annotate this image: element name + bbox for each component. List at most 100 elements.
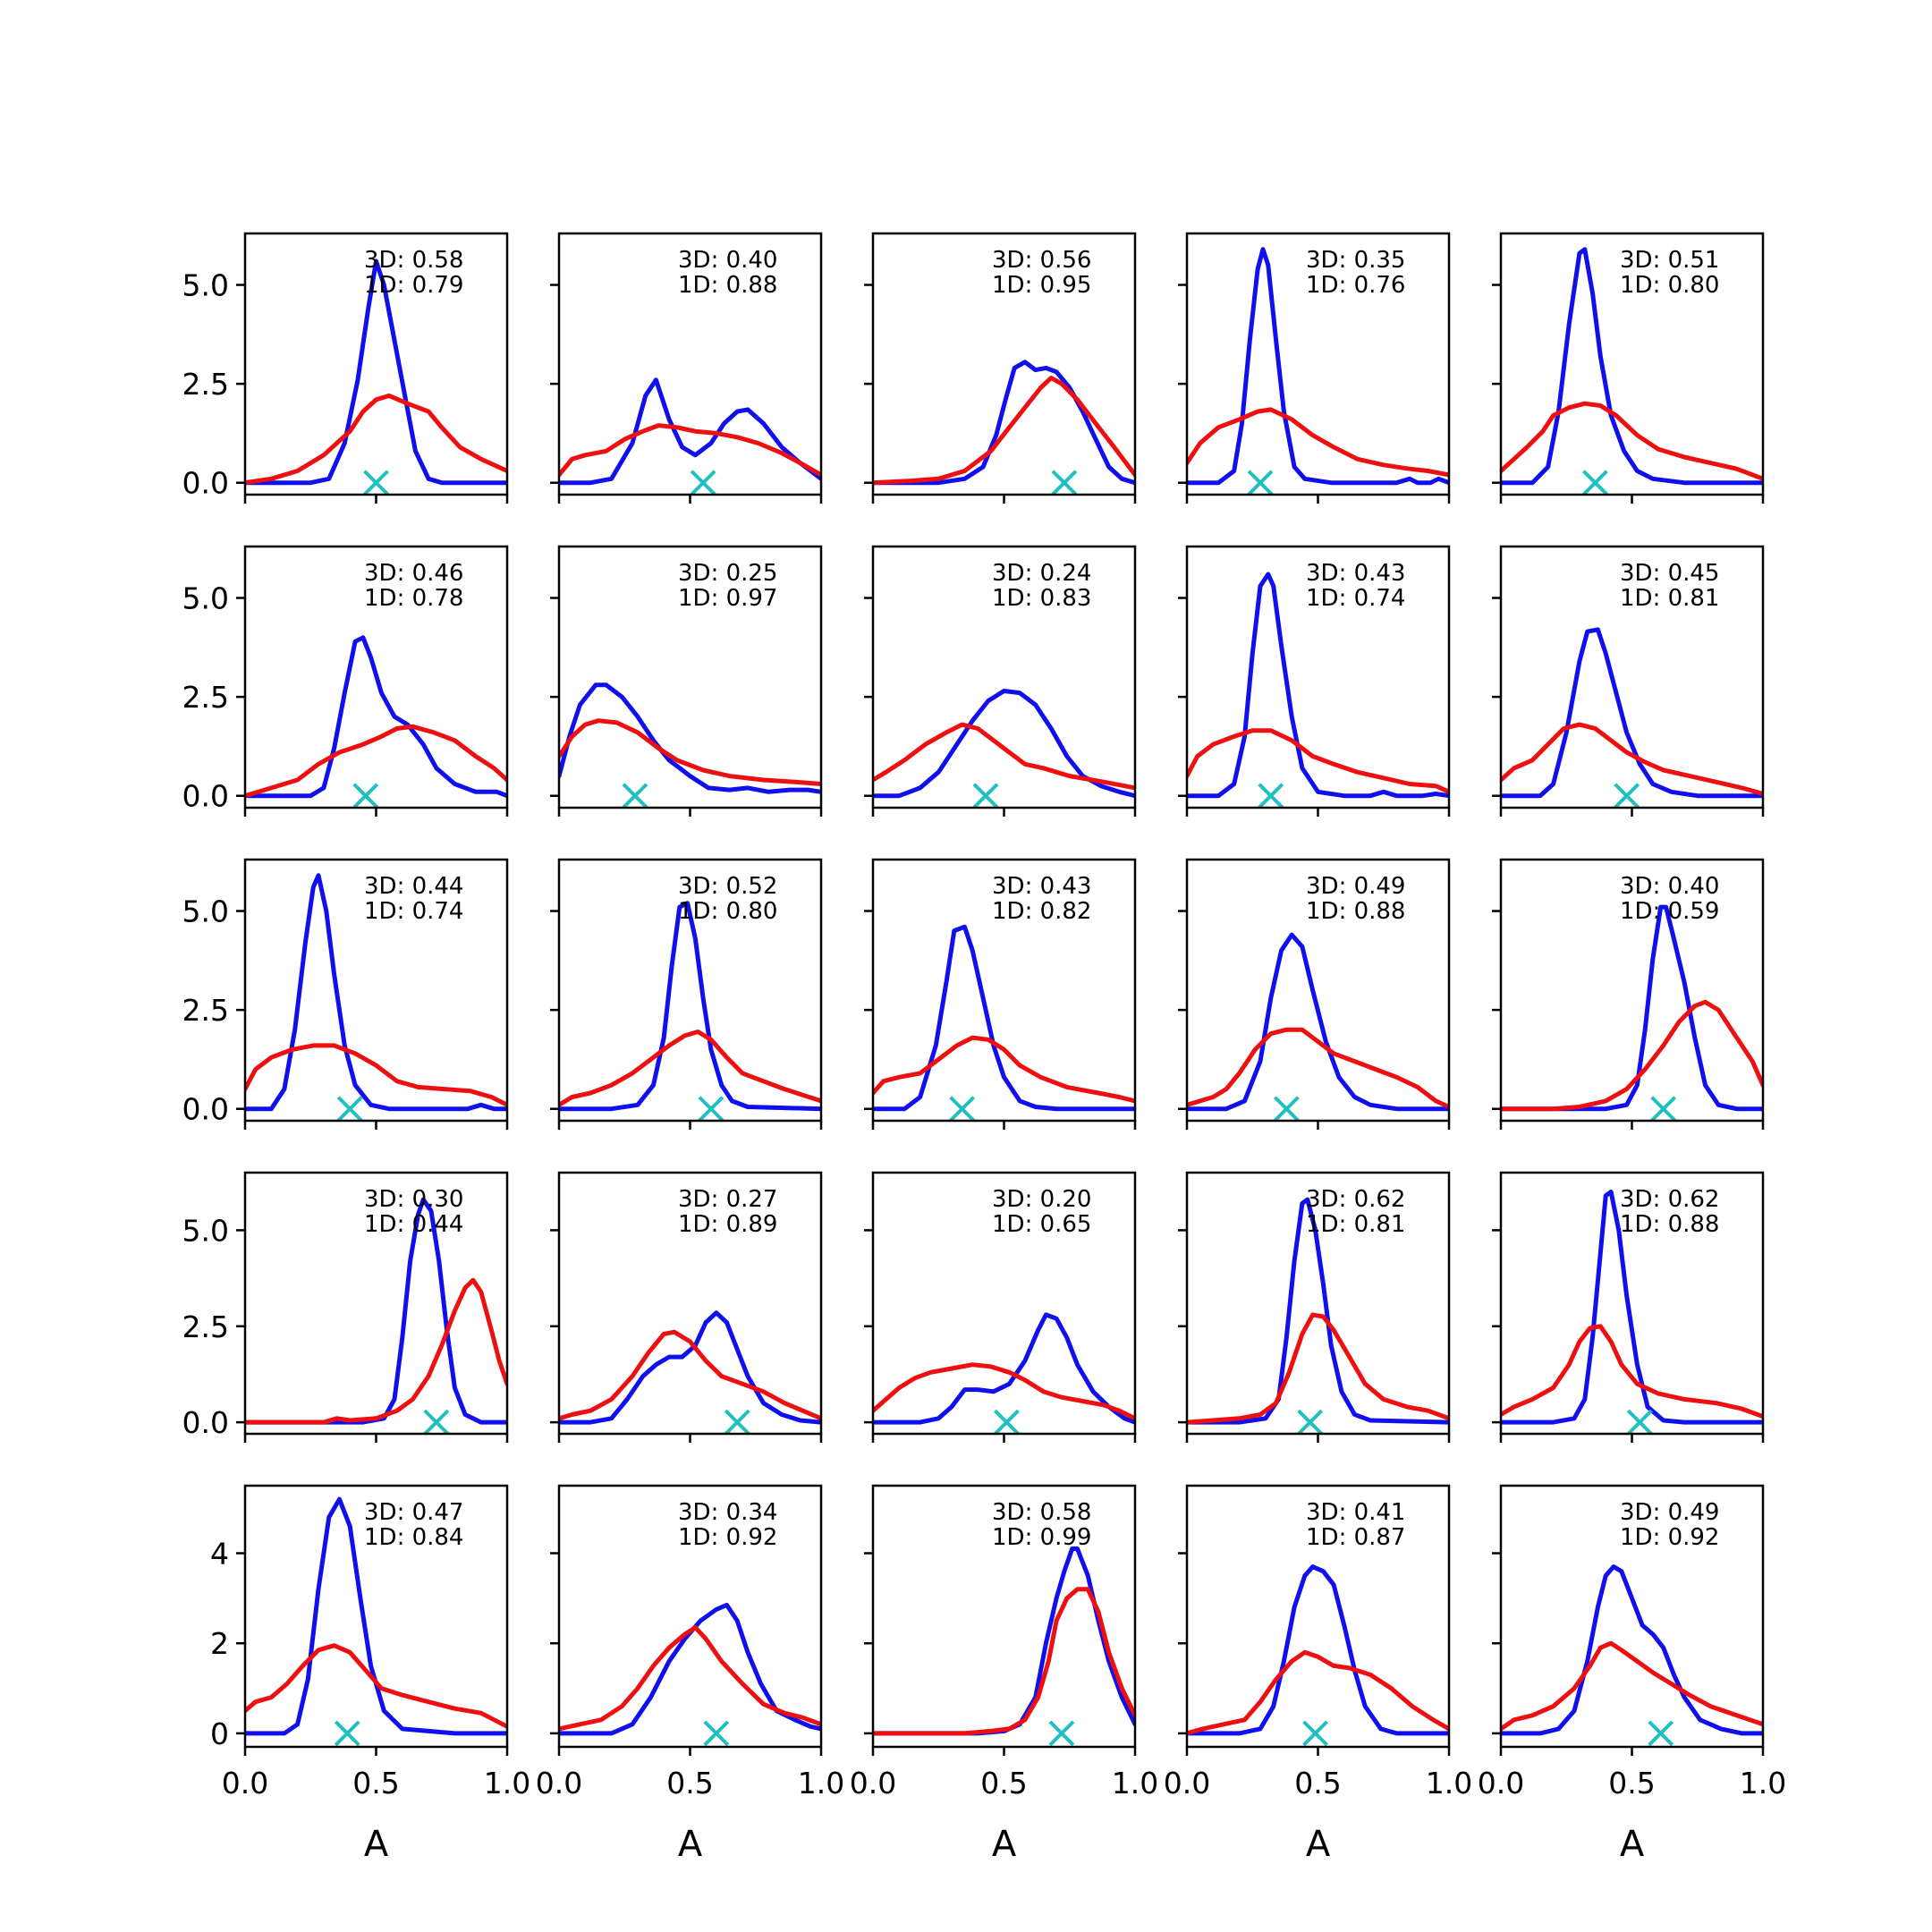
annotation-3d: 3D: 0.52 [678, 873, 777, 900]
x-tick-label: 0.0 [1164, 1766, 1210, 1801]
y-tick-label: 0.0 [182, 779, 229, 814]
y-tick-label: 5.0 [182, 1213, 229, 1248]
y-tick-label: 2.5 [182, 1309, 229, 1344]
series-1d-line [1187, 1312, 1449, 1425]
annotation-3d: 3D: 0.40 [678, 247, 777, 274]
x-axis-label: A [992, 1824, 1017, 1865]
series-3d-line [559, 682, 821, 794]
annotation-3d: 3D: 0.43 [992, 873, 1091, 900]
series-3d-line [873, 924, 1135, 1112]
series-1d-line [245, 1277, 507, 1425]
annotation-1d: 1D: 0.84 [364, 1524, 463, 1551]
series-1d-line [1187, 1649, 1449, 1736]
reference-x-marker [1648, 1720, 1674, 1747]
annotation-1d: 1D: 0.78 [364, 585, 463, 612]
x-tick-label: 0.5 [352, 1766, 399, 1801]
reference-x-marker [972, 783, 999, 809]
series-1d-line [559, 718, 821, 786]
annotation-1d: 1D: 0.80 [1620, 272, 1719, 299]
reference-x-marker [1273, 1096, 1300, 1123]
x-axis-label: A [364, 1824, 389, 1865]
reference-x-marker [352, 783, 379, 809]
series-1d-line [1501, 401, 1763, 481]
series-3d-line [1501, 904, 1763, 1112]
annotation-1d: 1D: 0.59 [1620, 898, 1719, 925]
reference-x-marker [363, 470, 389, 496]
annotation-3d: 3D: 0.47 [364, 1499, 463, 1526]
y-tick-label: 0.0 [182, 1092, 229, 1127]
reference-x-marker [703, 1720, 730, 1747]
x-tick-label: 0.5 [666, 1766, 713, 1801]
series-3d-line [1501, 1564, 1763, 1736]
x-axis-label: A [1306, 1824, 1331, 1865]
annotation-1d: 1D: 0.89 [678, 1211, 777, 1238]
annotation-1d: 1D: 0.79 [364, 272, 463, 299]
x-tick-label: 0.0 [850, 1766, 896, 1801]
x-tick-label: 0.5 [1294, 1766, 1341, 1801]
annotation-1d: 1D: 0.87 [1306, 1524, 1405, 1551]
annotation-3d: 3D: 0.58 [364, 247, 463, 274]
annotation-1d: 1D: 0.82 [992, 898, 1091, 925]
series-3d-line [1187, 932, 1449, 1112]
reference-x-marker [1258, 783, 1284, 809]
annotation-3d: 3D: 0.56 [992, 247, 1091, 274]
x-tick-label: 1.0 [1740, 1766, 1786, 1801]
series-3d-line [873, 360, 1135, 486]
series-3d-line [559, 377, 821, 486]
annotation-3d: 3D: 0.24 [992, 560, 1091, 587]
x-tick-label: 0.0 [1478, 1766, 1524, 1801]
annotation-3d: 3D: 0.25 [678, 560, 777, 587]
annotation-3d: 3D: 0.49 [1306, 873, 1405, 900]
reference-x-marker [622, 783, 648, 809]
series-3d-line [1501, 627, 1763, 799]
annotation-1d: 1D: 0.74 [364, 898, 463, 925]
annotation-3d: 3D: 0.44 [364, 873, 463, 900]
series-3d-line [1187, 247, 1449, 486]
series-1d-line [245, 724, 507, 799]
series-3d-line [245, 258, 507, 486]
series-1d-line [559, 423, 821, 478]
reference-x-marker [423, 1409, 450, 1436]
annotation-1d: 1D: 0.92 [678, 1524, 777, 1551]
series-1d-line [559, 1625, 821, 1732]
annotation-1d: 1D: 0.88 [678, 272, 777, 299]
annotation-1d: 1D: 0.76 [1306, 272, 1405, 299]
reference-x-marker [1048, 1720, 1075, 1747]
series-1d-line [1187, 1027, 1449, 1109]
reference-x-marker [1626, 1409, 1653, 1436]
series-3d-line [1501, 247, 1763, 486]
series-1d-line [1187, 728, 1449, 794]
x-tick-label: 1.0 [798, 1766, 844, 1801]
series-3d-line [1187, 1564, 1449, 1736]
series-3d-line [1187, 572, 1449, 799]
annotation-1d: 1D: 0.83 [992, 585, 1091, 612]
y-tick-label: 5.0 [182, 581, 229, 616]
annotation-1d: 1D: 0.81 [1306, 1211, 1405, 1238]
reference-x-marker [1297, 1409, 1324, 1436]
annotation-3d: 3D: 0.62 [1620, 1186, 1719, 1213]
reference-x-marker [1650, 1096, 1677, 1123]
x-tick-label: 1.0 [1426, 1766, 1472, 1801]
annotation-3d: 3D: 0.49 [1620, 1499, 1719, 1526]
x-tick-label: 0.0 [536, 1766, 582, 1801]
y-tick-label: 2.5 [182, 993, 229, 1028]
reference-x-marker [1302, 1720, 1328, 1747]
